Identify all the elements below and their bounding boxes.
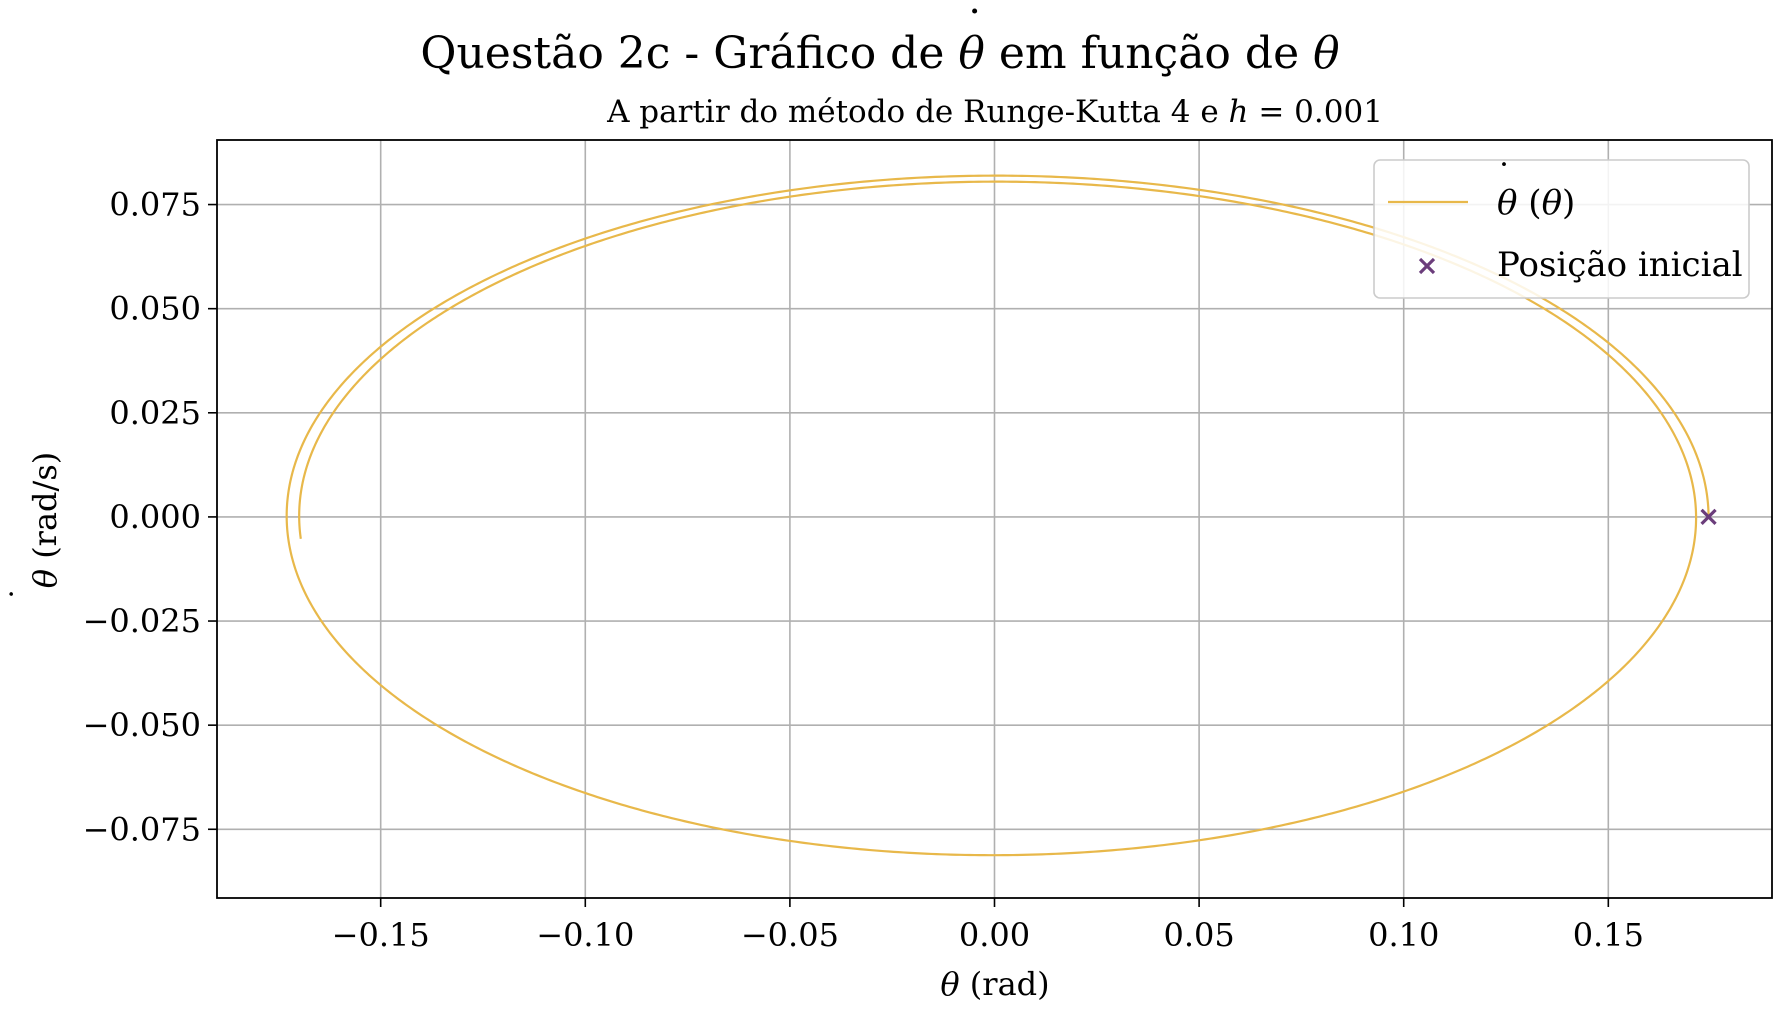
y-axis-label: θ (rad/s) [26, 452, 64, 588]
y-tick-label: −0.050 [83, 706, 201, 744]
x-tick-label: −0.15 [332, 916, 430, 954]
chart-title: Questão 2c - Gráfico de θ em função de θ [420, 28, 1339, 79]
x-tick-label: 0.15 [1573, 916, 1644, 954]
x-axis-ticks: −0.15 −0.10 −0.05 0.00 0.05 0.10 0.15 [332, 898, 1644, 954]
legend-curve-dot: ˙ [1496, 157, 1513, 197]
theta-dot-curve [285, 174, 1710, 857]
legend-entry-initial-position: Posição inicial [1497, 245, 1743, 285]
title-dot-accent: ˙ [964, 2, 986, 53]
legend-x-marker-icon [1418, 257, 1436, 275]
x-tick-label: −0.10 [536, 916, 634, 954]
y-tick-label: −0.025 [83, 602, 201, 640]
legend-box [1373, 159, 1750, 299]
legend-entry-curve: θ (θ) [1497, 183, 1575, 223]
legend: θ (θ) ˙ Posição inicial [1373, 157, 1750, 299]
y-tick-label: 0.025 [109, 394, 201, 432]
y-tick-label: 0.000 [109, 498, 201, 536]
chart-subtitle: A partir do método de Runge-Kutta 4 e h … [606, 94, 1383, 130]
y-axis-ticks: 0.075 0.050 0.025 0.000 −0.025 −0.050 −0.075 [83, 186, 217, 848]
y-tick-label: 0.075 [109, 186, 201, 224]
y-axis-label-dot: ˙ [4, 586, 42, 602]
y-tick-label: 0.050 [109, 290, 201, 328]
x-tick-label: 0.05 [1163, 916, 1234, 954]
title-theta-dot: θ [958, 28, 985, 79]
grid [217, 140, 1772, 898]
x-tick-label: −0.05 [741, 916, 839, 954]
x-marker [1700, 508, 1717, 526]
x-axis-label: θ (rad) [940, 965, 1049, 1003]
y-tick-label: −0.075 [83, 810, 201, 848]
initial-position-marker [1700, 508, 1717, 526]
plot-area-frame [216, 139, 1773, 899]
y-axis-label-group: θ (rad/s) ˙ [4, 452, 64, 602]
x-tick-label: 0.00 [959, 916, 1030, 954]
x-tick-label: 0.10 [1368, 916, 1439, 954]
